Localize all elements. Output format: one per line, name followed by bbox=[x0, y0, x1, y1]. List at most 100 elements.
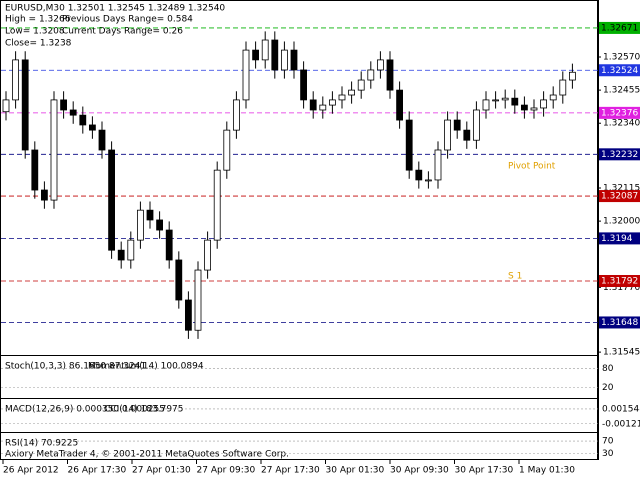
price-tag-label: 1.32524 bbox=[601, 66, 638, 76]
info: Current Days Range= 0.26 bbox=[62, 27, 183, 37]
panel-scale-label: -0.00121 bbox=[602, 419, 640, 429]
candle-body bbox=[559, 79, 567, 96]
candle-body bbox=[300, 69, 308, 101]
price-tag-label: 1.32376 bbox=[601, 108, 638, 118]
candle-body bbox=[165, 229, 173, 261]
y-tick-label: 1.32115 bbox=[603, 184, 640, 194]
info: Low= 1.3208 bbox=[5, 27, 65, 37]
x-tick-label: 1 May 01:30 bbox=[519, 466, 575, 476]
chart-title: EURUSD,M30 1.32501 1.32545 1.32489 1.325… bbox=[5, 4, 225, 14]
candle-body bbox=[290, 49, 298, 71]
price-tag bbox=[599, 106, 640, 119]
price-tag-label: 1.32087 bbox=[601, 192, 638, 202]
candle-body bbox=[60, 99, 67, 111]
candle-body bbox=[175, 259, 183, 301]
candle-body bbox=[463, 129, 471, 141]
price-tag bbox=[599, 316, 640, 329]
panel-title: Momentum(14) 100.0894 bbox=[88, 362, 204, 372]
panel-title: Stoch(10,3,3) 86.1650 87.3241 bbox=[5, 362, 146, 372]
panel-title: Axiory MetaTrader 4, © 2001-2011 MetaQuo… bbox=[5, 450, 289, 460]
candle-body bbox=[319, 104, 327, 111]
price-tag bbox=[599, 275, 640, 288]
info: Close= 1.3238 bbox=[5, 39, 72, 49]
candle-body bbox=[79, 114, 87, 126]
candle-body bbox=[501, 97, 509, 101]
x-tick-label: 27 Apr 17:30 bbox=[261, 466, 320, 476]
price-tag-label: 1.32232 bbox=[601, 150, 638, 160]
candle-body bbox=[280, 49, 288, 71]
candle-body bbox=[472, 109, 480, 141]
candle-body bbox=[156, 219, 164, 231]
candle-body bbox=[482, 99, 490, 111]
candle-body bbox=[232, 99, 240, 131]
candle-body bbox=[41, 189, 48, 201]
candle-body bbox=[21, 59, 29, 151]
candle-body bbox=[405, 119, 413, 171]
price-tag bbox=[599, 148, 640, 161]
panel-scale-label: 20 bbox=[602, 383, 614, 393]
x-tick-label: 27 Apr 01:30 bbox=[132, 466, 191, 476]
panel-scale-label: 0.001548 bbox=[602, 404, 640, 414]
x-tick-label: 26 Apr 2012 bbox=[3, 466, 59, 476]
annotation: S 1 bbox=[508, 272, 522, 282]
candle-body bbox=[204, 239, 212, 271]
candle-body bbox=[492, 99, 500, 102]
y-tick-label: 1.32340 bbox=[603, 119, 640, 129]
price-tag-label: 1.32671 bbox=[601, 23, 638, 33]
info: High = 1.3266 bbox=[5, 15, 71, 25]
y-tick-label: 1.32455 bbox=[603, 86, 640, 96]
y-tick-label: 1.31770 bbox=[603, 283, 640, 293]
candle-body bbox=[242, 49, 250, 101]
candle-body bbox=[453, 119, 461, 131]
candle-body bbox=[261, 39, 269, 61]
candle-body bbox=[117, 249, 125, 261]
x-tick-label: 27 Apr 09:30 bbox=[197, 466, 256, 476]
candle-body bbox=[386, 59, 394, 91]
frame bbox=[0, 0, 598, 460]
y-tick-label: 1.32570 bbox=[603, 53, 640, 63]
x-tick-label: 26 Apr 17:30 bbox=[68, 466, 127, 476]
candle-body bbox=[511, 97, 519, 106]
candle-body bbox=[530, 107, 538, 111]
price-tag bbox=[599, 190, 640, 203]
x-tick-label: 30 Apr 01:30 bbox=[326, 466, 385, 476]
candle-body bbox=[127, 239, 135, 261]
panel-title: MACD(12,26,9) 0.000350 0.000255 bbox=[5, 405, 165, 415]
candle-body bbox=[338, 94, 346, 101]
panel-title: CCI(14) 183.7975 bbox=[104, 405, 184, 415]
candle-body bbox=[89, 124, 96, 131]
candle-body bbox=[136, 209, 144, 241]
candle-body bbox=[348, 89, 356, 96]
candle-body bbox=[434, 149, 442, 181]
price-tag bbox=[599, 232, 640, 245]
panel-scale-label: 80 bbox=[602, 364, 614, 374]
candle-body bbox=[357, 79, 365, 91]
candle-body bbox=[69, 109, 77, 116]
candle-body bbox=[108, 149, 115, 251]
price-tag-label: 1.31792 bbox=[601, 277, 638, 287]
candle-body bbox=[213, 169, 221, 241]
candle-body bbox=[521, 104, 528, 111]
candle-body bbox=[252, 49, 260, 61]
candle-body bbox=[540, 99, 547, 109]
candle-body bbox=[2, 99, 10, 113]
panel-title: RSI(14) 70.9225 bbox=[5, 439, 78, 449]
annotation: Pivot Point bbox=[508, 162, 556, 172]
candle-body bbox=[184, 299, 192, 331]
candle-body bbox=[444, 119, 452, 151]
candle-body bbox=[12, 59, 20, 101]
candle-body bbox=[569, 71, 576, 81]
x-tick-label: 30 Apr 09:30 bbox=[390, 466, 449, 476]
panel-scale-label: 30 bbox=[602, 449, 614, 459]
candle-body bbox=[367, 69, 375, 81]
candle-body bbox=[271, 39, 279, 71]
x-tick-label: 30 Apr 17:30 bbox=[455, 466, 514, 476]
candle-body bbox=[31, 149, 39, 191]
candle-body bbox=[98, 129, 106, 151]
candle-body bbox=[424, 179, 432, 182]
candle-body bbox=[376, 59, 384, 71]
price-tag bbox=[599, 64, 640, 77]
panel-scale-label: 70 bbox=[602, 437, 614, 447]
y-tick-label: 1.32000 bbox=[603, 217, 640, 227]
